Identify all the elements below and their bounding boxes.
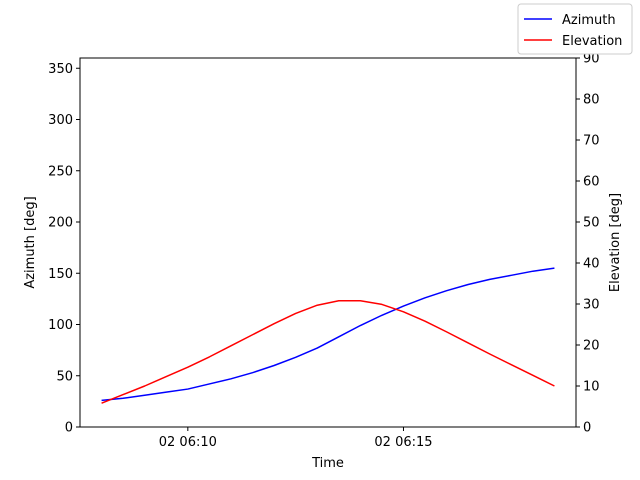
left-tick-label: 300 <box>48 113 73 128</box>
left-tick-label: 250 <box>48 164 73 179</box>
plot-area <box>79 57 577 428</box>
right-tick-label: 80 <box>583 93 600 108</box>
x-axis-label: Time <box>311 456 344 471</box>
left-tick-label: 50 <box>56 369 73 384</box>
left-y-axis-label: Azimuth [deg] <box>23 196 38 288</box>
legend-label-azimuth: Azimuth <box>562 13 616 28</box>
right-tick-label: 30 <box>583 298 600 313</box>
legend-label-elevation: Elevation <box>562 34 622 49</box>
right-tick-label: 0 <box>583 421 591 436</box>
left-tick-label: 100 <box>48 318 73 333</box>
left-tick-label: 150 <box>48 267 73 282</box>
x-tick-label: 02 06:10 <box>159 435 217 450</box>
left-tick-label: 350 <box>48 62 73 77</box>
right-tick-label: 10 <box>583 380 600 395</box>
right-tick-label: 70 <box>583 134 600 149</box>
left-y-axis: 0 50 100 150 200 250 300 350 <box>48 62 80 436</box>
legend-box <box>517 3 633 55</box>
x-axis: 02 06:10 02 06:15 <box>159 427 433 450</box>
right-tick-label: 40 <box>583 257 600 272</box>
series-line-elevation <box>101 299 555 404</box>
right-tick-label: 90 <box>583 52 600 67</box>
right-y-axis: 0 10 20 30 40 50 60 70 80 90 <box>576 52 600 436</box>
left-tick-label: 200 <box>48 216 73 231</box>
right-tick-label: 60 <box>583 175 600 190</box>
left-tick-label: 0 <box>65 421 73 436</box>
right-tick-label: 50 <box>583 216 600 231</box>
right-tick-label: 20 <box>583 339 600 354</box>
series-layer <box>101 267 555 404</box>
legend: Azimuth Elevation <box>517 3 633 55</box>
x-tick-label: 02 06:15 <box>374 435 432 450</box>
right-y-axis-label: Elevation [deg] <box>608 193 623 292</box>
series-line-azimuth <box>101 267 555 402</box>
